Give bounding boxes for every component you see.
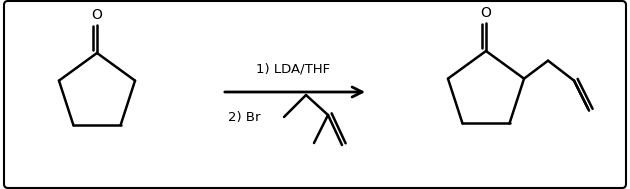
- Text: 1) LDA/THF: 1) LDA/THF: [256, 63, 330, 75]
- Text: O: O: [481, 6, 491, 20]
- Text: O: O: [91, 8, 103, 22]
- FancyBboxPatch shape: [4, 1, 626, 188]
- Text: 2) Br: 2) Br: [228, 111, 260, 123]
